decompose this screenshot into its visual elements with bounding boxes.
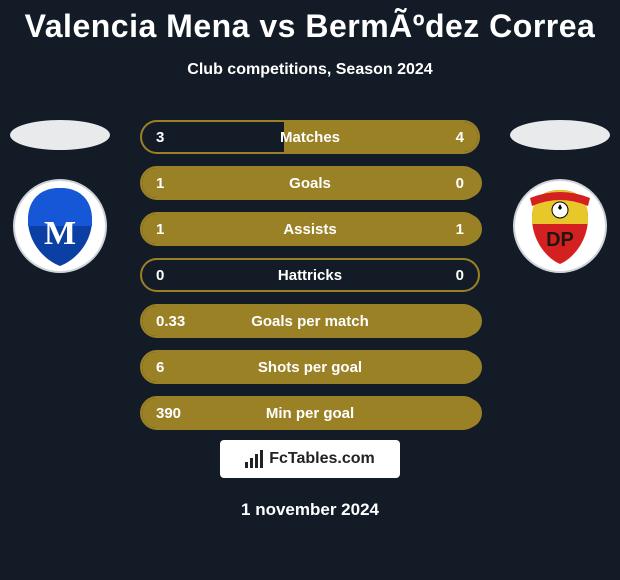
stat-row: 1Assists1 (140, 212, 480, 246)
stat-right-value: 4 (414, 129, 464, 146)
watermark-icon (245, 450, 263, 468)
stat-label: Shots per goal (142, 359, 478, 376)
stat-label: Min per goal (142, 405, 478, 422)
stat-row: 0.33Goals per match (140, 304, 480, 338)
stat-row: 0Hattricks0 (140, 258, 480, 292)
stat-row: 1Goals0 (140, 166, 480, 200)
date-label: 1 november 2024 (0, 500, 620, 520)
stat-row: 3Matches4 (140, 120, 480, 154)
watermark: FcTables.com (220, 440, 400, 478)
page-title: Valencia Mena vs BermÃºdez Correa (0, 0, 620, 45)
stat-row: 6Shots per goal (140, 350, 480, 384)
watermark-text: FcTables.com (269, 450, 375, 468)
stat-right-value: 0 (414, 267, 464, 284)
subtitle: Club competitions, Season 2024 (0, 61, 620, 79)
stat-right-value: 1 (414, 221, 464, 238)
stat-right-value: 0 (414, 175, 464, 192)
stat-row: 390Min per goal (140, 396, 480, 430)
comparison-card: Valencia Mena vs BermÃºdez Correa Club c… (0, 0, 620, 580)
stat-label: Goals per match (142, 313, 478, 330)
stats-list: 3Matches4 1Goals0 1Assists1 0Hattricks0 0.33… (0, 120, 620, 442)
